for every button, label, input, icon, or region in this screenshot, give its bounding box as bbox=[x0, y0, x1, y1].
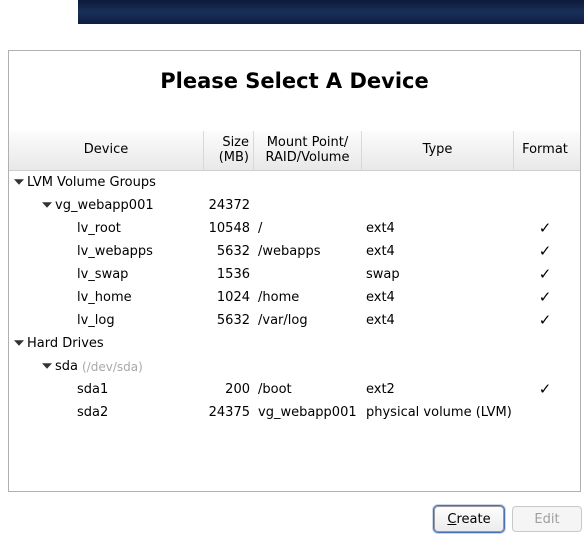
partition-size: 24375 bbox=[204, 405, 254, 420]
lv-name: lv_log bbox=[77, 313, 115, 328]
lv-name: lv_swap bbox=[77, 267, 128, 282]
format-check-icon: ✓ bbox=[514, 221, 576, 236]
col-size[interactable]: Size (MB) bbox=[204, 131, 254, 170]
chevron-down-icon bbox=[41, 361, 52, 372]
col-type[interactable]: Type bbox=[362, 131, 514, 170]
partition-mount: vg_webapp001 bbox=[254, 405, 362, 420]
vg-size: 24372 bbox=[204, 198, 254, 213]
partition-name: sda1 bbox=[77, 382, 108, 397]
partition-size: 200 bbox=[204, 382, 254, 397]
device-grid: Device Size (MB) Mount Point/ RAID/Volum… bbox=[9, 131, 580, 491]
button-bar: Create Edit bbox=[434, 506, 582, 532]
chevron-down-icon bbox=[41, 200, 52, 211]
lv-row[interactable]: lv_root 10548/ext4✓ bbox=[9, 217, 580, 240]
lv-size: 5632 bbox=[204, 244, 254, 259]
vg-name: vg_webapp001 bbox=[55, 198, 154, 213]
device-panel: Please Select A Device Device Size (MB) … bbox=[8, 50, 581, 492]
group-hd[interactable]: Hard Drives bbox=[9, 332, 580, 355]
lv-row[interactable]: lv_swap 1536 swap✓ bbox=[9, 263, 580, 286]
lv-size: 10548 bbox=[204, 221, 254, 236]
format-check-icon: ✓ bbox=[514, 267, 576, 282]
partition-name: sda2 bbox=[77, 405, 108, 420]
lv-size: 1024 bbox=[204, 290, 254, 305]
lv-type: ext4 bbox=[362, 244, 514, 259]
partition-row[interactable]: sda2 24375vg_webapp001physical volume (LV… bbox=[9, 401, 580, 424]
group-label: Hard Drives bbox=[27, 336, 104, 351]
group-label: LVM Volume Groups bbox=[27, 175, 156, 190]
lv-row[interactable]: lv_log 5632/var/logext4✓ bbox=[9, 309, 580, 332]
partition-row[interactable]: sda1 200/bootext2✓ bbox=[9, 378, 580, 401]
lv-name: lv_root bbox=[77, 221, 121, 236]
partition-type: ext2 bbox=[362, 382, 514, 397]
lv-name: lv_home bbox=[77, 290, 132, 305]
disk-devpath: (/dev/sda) bbox=[82, 360, 143, 374]
disk-name: sda bbox=[55, 359, 78, 374]
format-check-icon: ✓ bbox=[514, 290, 576, 305]
lv-mount: /webapps bbox=[254, 244, 362, 259]
disk-row[interactable]: sda (/dev/sda) bbox=[9, 355, 580, 378]
create-button[interactable]: Create bbox=[434, 506, 504, 532]
lv-size: 1536 bbox=[204, 267, 254, 282]
column-headers: Device Size (MB) Mount Point/ RAID/Volum… bbox=[9, 131, 580, 171]
lv-row[interactable]: lv_webapps 5632/webappsext4✓ bbox=[9, 240, 580, 263]
chevron-down-icon bbox=[13, 338, 24, 349]
format-check-icon: ✓ bbox=[514, 244, 576, 259]
col-format[interactable]: Format bbox=[514, 131, 576, 170]
lv-type: ext4 bbox=[362, 313, 514, 328]
partition-type: physical volume (LVM) bbox=[362, 405, 514, 420]
lv-name: lv_webapps bbox=[77, 244, 153, 259]
partition-mount: /boot bbox=[254, 382, 362, 397]
lv-type: swap bbox=[362, 267, 514, 282]
chevron-down-icon bbox=[13, 177, 24, 188]
lv-type: ext4 bbox=[362, 290, 514, 305]
lv-mount: /home bbox=[254, 290, 362, 305]
edit-button: Edit bbox=[512, 506, 582, 532]
format-check-icon: ✓ bbox=[514, 313, 576, 328]
format-check-icon: ✓ bbox=[514, 382, 576, 397]
lv-type: ext4 bbox=[362, 221, 514, 236]
col-device[interactable]: Device bbox=[9, 131, 204, 170]
lv-size: 5632 bbox=[204, 313, 254, 328]
tree-body: LVM Volume Groups vg_webapp001 24372 lv_… bbox=[9, 171, 580, 424]
col-mount[interactable]: Mount Point/ RAID/Volume bbox=[254, 131, 362, 170]
group-lvm[interactable]: LVM Volume Groups bbox=[9, 171, 580, 194]
top-banner bbox=[78, 0, 584, 24]
vg-row[interactable]: vg_webapp001 24372 bbox=[9, 194, 580, 217]
page-title: Please Select A Device bbox=[9, 69, 580, 93]
lv-mount: /var/log bbox=[254, 313, 362, 328]
lv-mount: / bbox=[254, 221, 362, 236]
lv-row[interactable]: lv_home 1024/homeext4✓ bbox=[9, 286, 580, 309]
